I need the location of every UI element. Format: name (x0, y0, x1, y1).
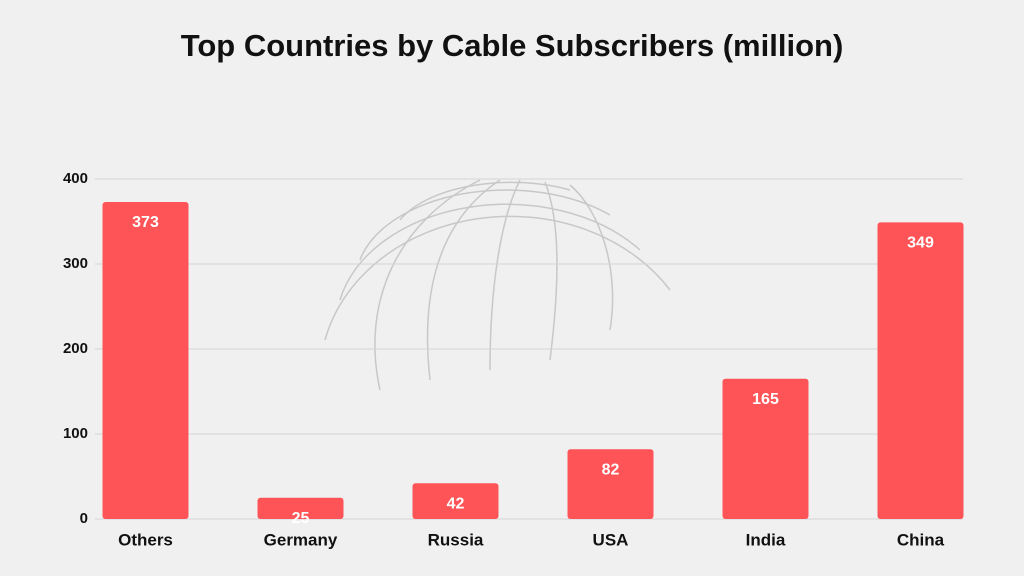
x-tick-label: China (897, 530, 945, 549)
globe-line (359, 189, 611, 261)
bar (102, 201, 189, 519)
globe-line (426, 179, 501, 381)
y-tick-label: 0 (80, 510, 88, 527)
x-tick-label: India (746, 530, 786, 549)
value-label: 349 (907, 235, 934, 252)
bar (567, 449, 654, 519)
globe-decoration (324, 179, 671, 391)
bar (412, 483, 499, 519)
value-label: 165 (752, 391, 779, 408)
x-tick-label: Germany (264, 530, 338, 549)
globe-line (569, 184, 614, 331)
y-tick-label: 300 (63, 255, 88, 272)
value-label: 82 (602, 462, 620, 479)
value-label: 373 (132, 214, 159, 231)
value-label: 42 (447, 496, 465, 513)
y-tick-label: 100 (63, 425, 88, 442)
chart-title: Top Countries by Cable Subscribers (mill… (181, 28, 844, 63)
value-label: 25 (292, 510, 310, 527)
bar (877, 222, 964, 519)
bar (257, 497, 344, 519)
globe-line (399, 181, 571, 221)
x-tick-label: Others (118, 530, 173, 549)
x-tick-label: Russia (428, 530, 484, 549)
y-tick-label: 400 (63, 170, 88, 187)
globe-line (324, 215, 671, 341)
bar (722, 378, 809, 519)
y-tick-label: 200 (63, 340, 88, 357)
globe-line (489, 179, 521, 371)
globe-line (374, 179, 481, 391)
globe-line (544, 181, 558, 361)
x-tick-label: USA (593, 530, 629, 549)
